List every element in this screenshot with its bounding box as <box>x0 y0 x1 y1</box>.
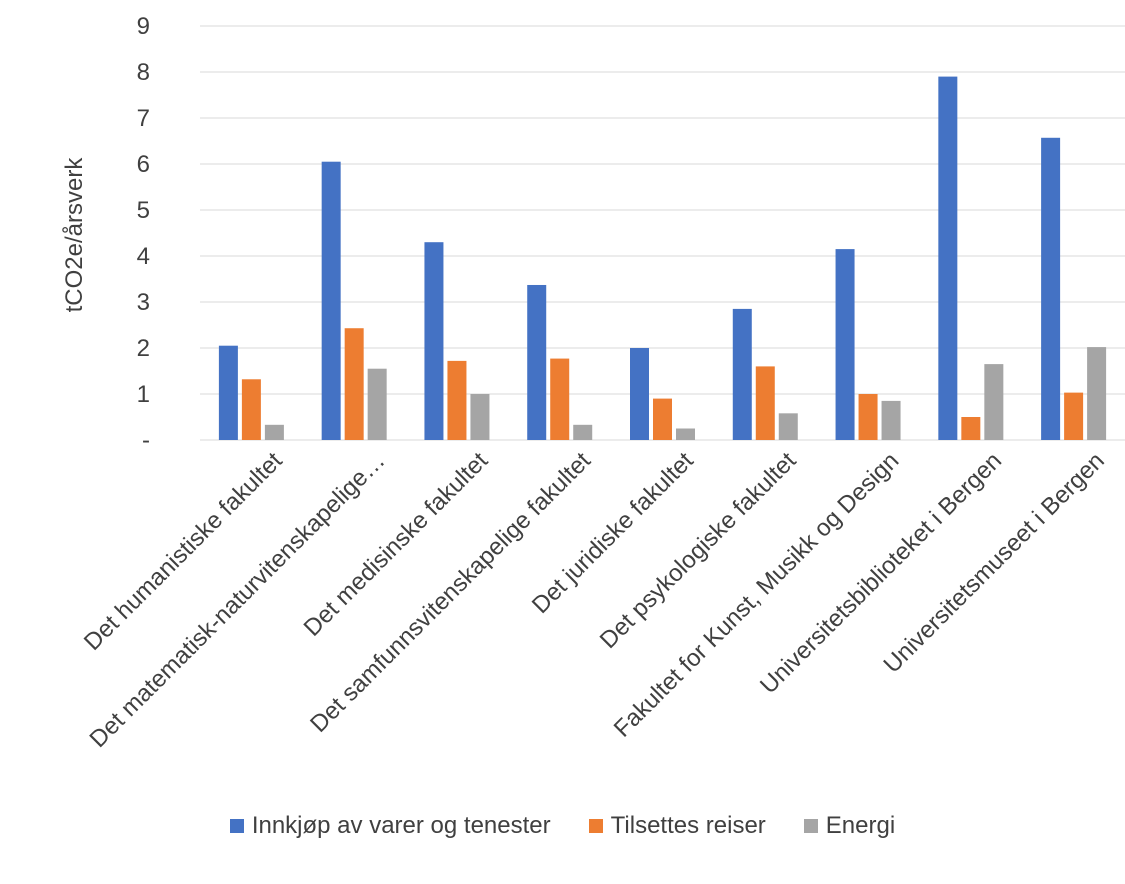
bar-energi <box>676 428 695 440</box>
bar-chart: - 1 2 3 4 5 6 7 8 9 tCO2e/årsverk Det humanistisk… <box>61 13 1125 753</box>
bar-energi <box>367 368 387 440</box>
bar-energi <box>881 400 901 440</box>
legend-label-reiser: Tilsettes reiser <box>610 812 766 839</box>
legend-swatch-reiser <box>588 819 603 833</box>
bar-energi <box>470 394 490 440</box>
y-tick-label: 7 <box>137 105 150 132</box>
bar-energi <box>264 424 284 440</box>
y-tick-label: 9 <box>137 13 150 40</box>
x-category-label: Det medisinske fakultet <box>299 447 494 642</box>
y-tick-label: - <box>142 427 150 454</box>
y-axis-label: tCO2e/årsverk <box>61 157 88 313</box>
bar-reiser <box>858 394 878 440</box>
bar-innkjop <box>527 284 547 440</box>
bar-energi <box>984 364 1004 440</box>
bars <box>218 76 1107 440</box>
legend-swatch-energi <box>803 819 818 833</box>
legend-label-innkjop: Innkjøp av varer og tenester <box>251 812 551 839</box>
x-category-label: Det psykologiske fakultet <box>595 447 802 654</box>
bar-innkjop <box>732 308 752 440</box>
bar-innkjop <box>321 161 341 440</box>
legend-item-energi: Energi <box>803 812 896 840</box>
bar-energi <box>778 413 798 440</box>
x-category-label: Universitetsmuseet i Bergen <box>879 447 1110 678</box>
bar-reiser <box>653 398 672 440</box>
x-category-label: Det humanistiske fakultet <box>79 447 288 656</box>
bar-reiser <box>1064 392 1084 440</box>
legend: Innkjøp av varer og tenester Tilsettes r… <box>0 812 1125 840</box>
y-tick-label: 2 <box>137 335 150 362</box>
y-tick-label: 4 <box>137 243 150 270</box>
bar-innkjop <box>424 242 444 440</box>
y-tick-label: 6 <box>137 151 150 178</box>
legend-item-reiser: Tilsettes reiser <box>588 812 766 840</box>
legend-swatch-innkjop <box>229 819 244 833</box>
y-tick-label: 5 <box>137 197 150 224</box>
bar-energi <box>1087 347 1107 440</box>
bar-innkjop <box>630 348 649 440</box>
y-axis-ticks: - 1 2 3 4 5 6 7 8 9 <box>137 13 150 454</box>
bar-innkjop <box>218 345 238 440</box>
bar-reiser <box>344 328 364 440</box>
bar-reiser <box>241 379 261 440</box>
y-tick-label: 1 <box>137 381 150 408</box>
bar-reiser <box>961 417 981 440</box>
y-tick-label: 3 <box>137 289 150 316</box>
bar-innkjop <box>1041 137 1061 440</box>
y-tick-label: 8 <box>137 59 150 86</box>
bar-energi <box>573 424 593 440</box>
bar-reiser <box>447 360 467 440</box>
bar-innkjop <box>938 76 958 440</box>
bar-reiser <box>755 366 775 440</box>
bar-innkjop <box>835 249 855 440</box>
legend-label-energi: Energi <box>825 812 896 839</box>
legend-item-innkjop: Innkjøp av varer og tenester <box>229 812 551 840</box>
bar-reiser <box>550 358 570 440</box>
